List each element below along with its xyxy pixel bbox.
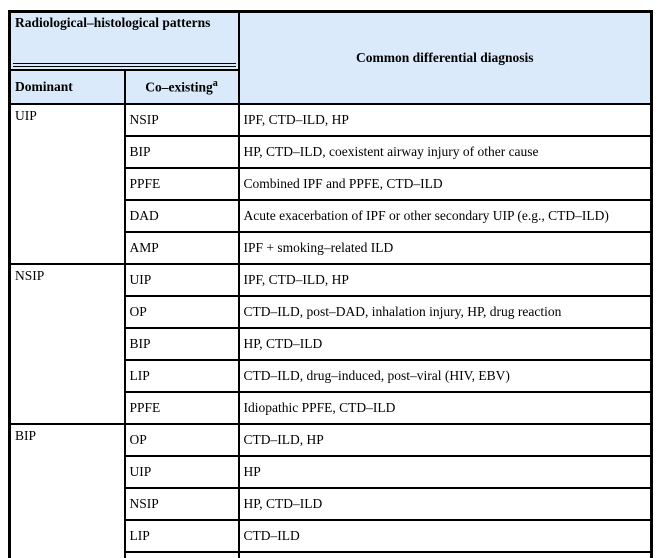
diagnosis-cell: CTD–ILD, post–DAD, inhalation injury, HP…	[237, 295, 653, 329]
diagnosis-cell: HP, CTD–ILD	[237, 487, 653, 521]
coexisting-pattern-cell: UIP	[123, 263, 240, 297]
coexisting-pattern-cell: BIP	[123, 327, 240, 361]
coexisting-pattern-cell: PPFE	[123, 551, 240, 558]
diagnosis-cell: Idiopathic PPFE	[237, 551, 653, 558]
diagnosis-cell: HP, CTD–ILD	[237, 327, 653, 361]
header-row-patterns: Radiological–histological patterns Commo…	[8, 10, 653, 105]
double-rule	[13, 63, 236, 67]
coexisting-pattern-cell: PPFE	[123, 167, 240, 201]
dominant-pattern-cell: BIP	[8, 423, 126, 558]
table-row: BIP OP CTD–ILD, HP	[8, 423, 653, 558]
diagnosis-cell: Idiopathic PPFE, CTD–ILD	[237, 391, 653, 425]
table-row: UIP NSIP IPF, CTD–ILD, HP	[8, 103, 653, 265]
table-row: BIP HP, CTD–ILD	[10, 327, 653, 361]
coexisting-pattern-cell: OP	[123, 423, 240, 457]
diagnosis-cell: CTD–ILD	[237, 519, 653, 553]
diagnosis-cell: IPF + smoking–related ILD	[237, 231, 653, 265]
dominant-pattern-cell: UIP	[8, 103, 126, 265]
table-row: PPFE Combined IPF and PPFE, CTD–ILD	[10, 167, 653, 201]
dominant-pattern-cell: NSIP	[8, 263, 126, 425]
diagnosis-cell: HP	[237, 455, 653, 489]
coexisting-pattern-cell: UIP	[123, 455, 240, 489]
dominant-column-header: Dominant	[8, 69, 126, 105]
diagnosis-cell: Acute exacerbation of IPF or other secon…	[237, 199, 653, 233]
table-row: AMP IPF + smoking–related ILD	[10, 231, 653, 265]
coexisting-column-header: Co–existinga	[123, 69, 240, 105]
coexisting-column-label: Co–existing	[145, 79, 213, 95]
coexisting-pattern-cell: AMP	[123, 231, 240, 265]
table-row: PPFE Idiopathic PPFE, CTD–ILD	[10, 391, 653, 425]
table-row: OP CTD–ILD, post–DAD, inhalation injury, …	[10, 295, 653, 329]
table-header: Radiological–histological patterns Commo…	[8, 10, 653, 105]
coexisting-pattern-cell: NSIP	[123, 487, 240, 521]
differential-diagnosis-table: Radiological–histological patterns Commo…	[8, 10, 653, 558]
coexisting-pattern-cell: LIP	[123, 359, 240, 393]
table-row: LIP CTD–ILD	[10, 519, 653, 553]
table-row: LIP CTD–ILD, drug–induced, post–viral (HI…	[10, 359, 653, 393]
coexisting-pattern-cell: PPFE	[123, 391, 240, 425]
patterns-group-label: Radiological–histological patterns	[15, 15, 211, 30]
table-row: BIP HP, CTD–ILD, coexistent airway injury…	[10, 135, 653, 169]
table-row: DAD Acute exacerbation of IPF or other se…	[10, 199, 653, 233]
patterns-column-group-header: Radiological–histological patterns	[8, 10, 240, 71]
coexisting-pattern-cell: DAD	[123, 199, 240, 233]
coexisting-pattern-cell: OP	[123, 295, 240, 329]
coexisting-pattern-cell: BIP	[123, 135, 240, 169]
diagnosis-column-header: Common differential diagnosis	[237, 10, 653, 105]
table-body: UIP NSIP IPF, CTD–ILD, HP BIP HP, CTD–ILD, c…	[8, 103, 653, 558]
table-row: NSIP HP, CTD–ILD	[10, 487, 653, 521]
diagnosis-cell: CTD–ILD, HP	[237, 423, 653, 457]
table-row: UIP HP	[10, 455, 653, 489]
diagnosis-cell: Combined IPF and PPFE, CTD–ILD	[237, 167, 653, 201]
table-row: NSIP UIP IPF, CTD–ILD, HP	[8, 263, 653, 425]
diagnosis-cell: IPF, CTD–ILD, HP	[237, 103, 653, 137]
diagnosis-cell: IPF, CTD–ILD, HP	[237, 263, 653, 297]
coexisting-pattern-cell: LIP	[123, 519, 240, 553]
header-row-subcolumns: Dominant Co–existinga	[8, 69, 652, 105]
diagnosis-cell: CTD–ILD, drug–induced, post–viral (HIV, …	[237, 359, 653, 393]
footnote-marker: a	[212, 77, 218, 89]
diagnosis-cell: HP, CTD–ILD, coexistent airway injury of…	[237, 135, 653, 169]
coexisting-pattern-cell: NSIP	[123, 103, 240, 137]
